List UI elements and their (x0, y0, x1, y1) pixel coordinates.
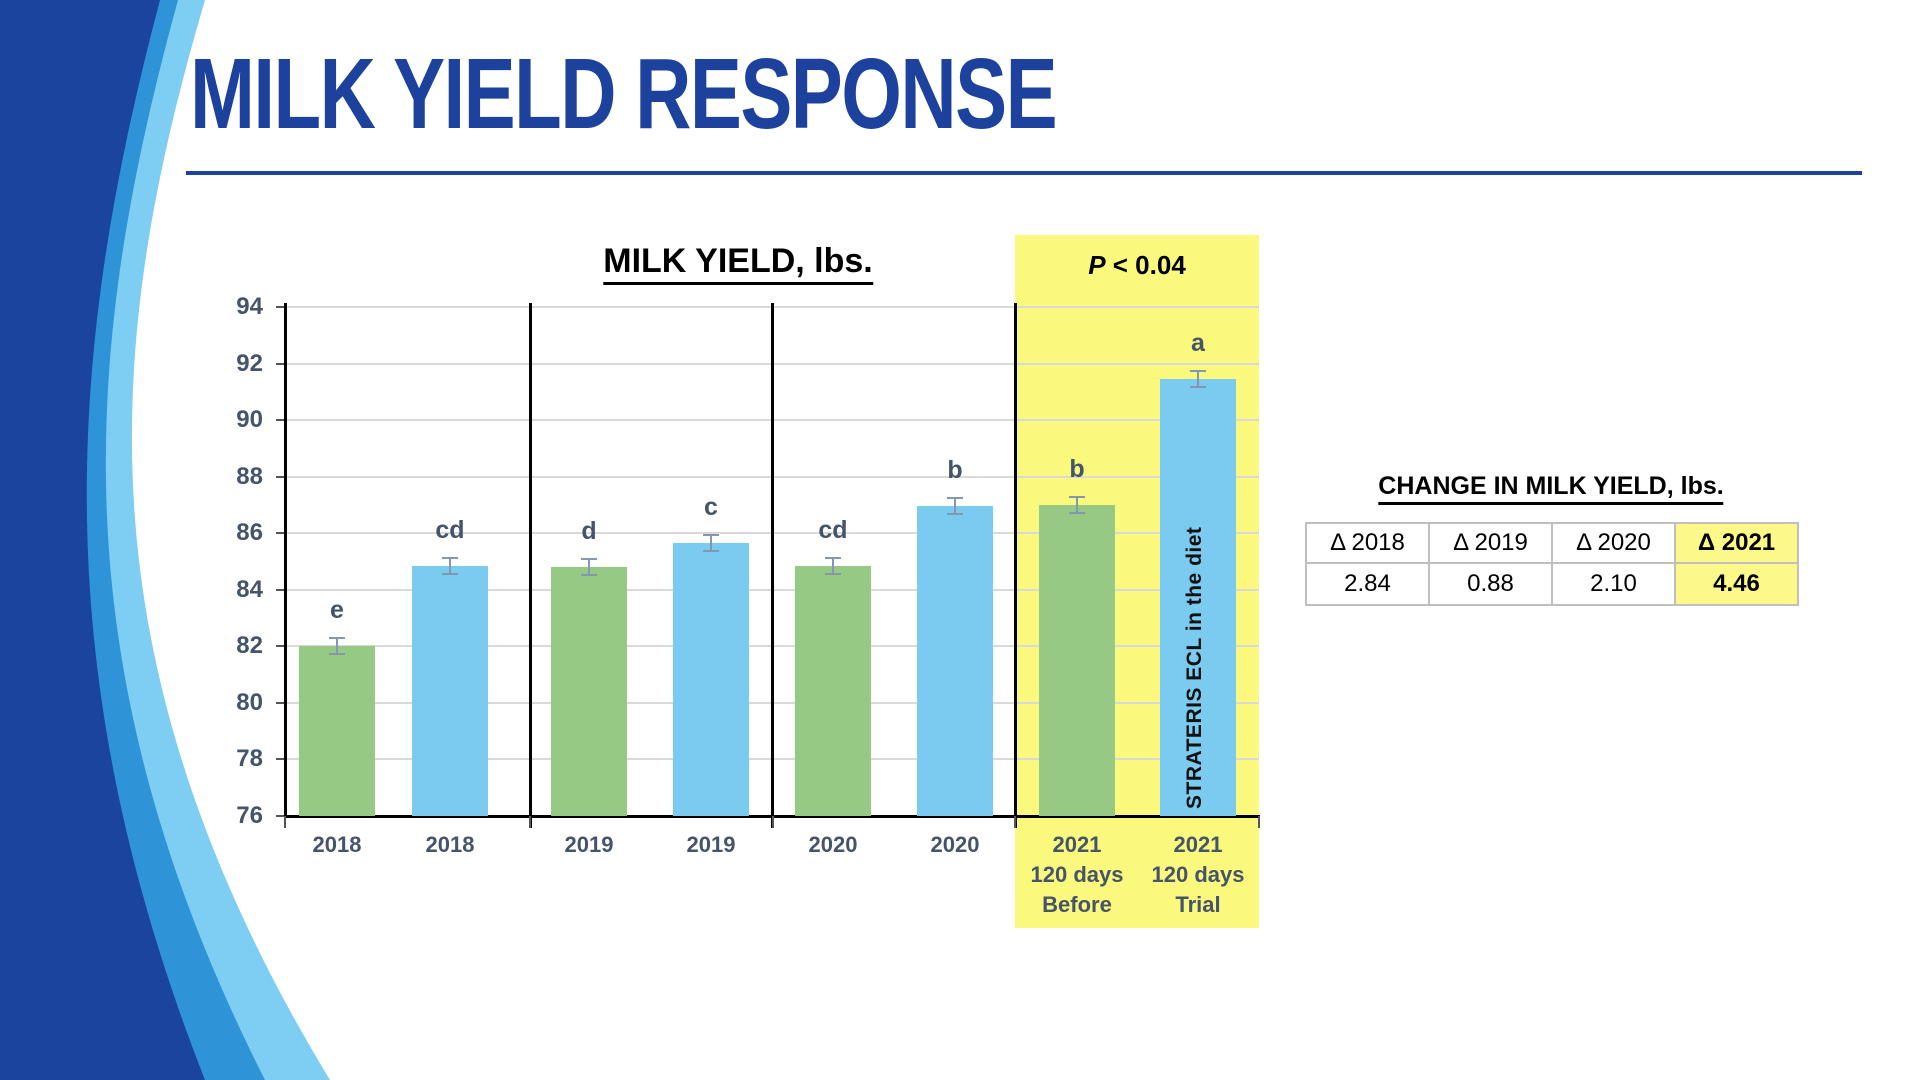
error-bar-stem (954, 497, 956, 516)
y-axis-label-84: 84 (236, 575, 263, 603)
error-bar-2021-120-days-before-before (1069, 496, 1085, 515)
significance-letter-2019-before: d (581, 517, 597, 546)
y-axis-tick-78 (276, 758, 285, 761)
error-bar-stem (336, 637, 338, 656)
x-axis-tick-2 (771, 816, 774, 828)
y-axis-tick-86 (276, 532, 285, 535)
x-axis-tick-3 (1014, 816, 1016, 828)
y-axis-tick-92 (276, 362, 285, 365)
change-in-milk-yield-table: Δ 2018 Δ 2019 Δ 2020 Δ 2021 2.84 0.88 2.10 4.46 (1305, 522, 1799, 606)
change-table-header-Δ-2018: Δ 2018 (1305, 522, 1430, 564)
y-axis-tick-94 (276, 306, 285, 308)
x-axis-label-2020-line0: 2020 (930, 832, 980, 857)
y-axis-tick-88 (276, 475, 285, 478)
x-axis-tick-4 (1257, 816, 1260, 828)
slide-title: MILK YIELD RESPONSE (190, 38, 1058, 150)
y-axis-label-82: 82 (236, 632, 263, 660)
y-axis-label-90: 90 (236, 406, 263, 434)
y-axis-label-94: 94 (236, 293, 263, 320)
y-axis-tick-80 (276, 701, 285, 704)
x-axis-label-2019-line0: 2019 (564, 832, 614, 857)
y-axis-tick-84 (276, 588, 285, 591)
significance-letter-2021-120-days-trial-trial: a (1191, 329, 1205, 358)
p-value-symbol: P (1088, 250, 1106, 280)
x-axis-label-2018-line0: 2018 (425, 832, 475, 857)
bar-2020-trial (917, 506, 993, 816)
error-bar-stem (1076, 496, 1078, 515)
error-bar-stem (710, 533, 712, 552)
title-underline (186, 171, 1862, 175)
bar-2018-before (299, 646, 375, 816)
x-axis-label-2021-120-days-trial-line2: Trial (1175, 892, 1221, 917)
error-bar-2019-trial (703, 533, 719, 552)
swoosh-dark-blue-shape (0, 0, 205, 1080)
p-value-label: P < 0.04 (1088, 250, 1186, 281)
error-bar-2021-120-days-trial-trial (1190, 370, 1206, 389)
x-axis-tick-0 (284, 816, 286, 828)
change-table-value-Δ-2021: 4.46 (1674, 562, 1799, 606)
x-axis-label-2021-120-days-before-line2: Before (1042, 892, 1112, 917)
bar-2020-before (795, 565, 871, 816)
change-table-title: CHANGE IN MILK YIELD, lbs. (1378, 472, 1724, 505)
change-table-header-Δ-2019: Δ 2019 (1428, 522, 1553, 564)
bar-2021-120-days-trial-trial (1160, 379, 1236, 816)
significance-letter-2019-trial: c (704, 492, 718, 521)
group-divider-3 (1013, 303, 1017, 828)
chart-title: MILK YIELD, lbs. (603, 242, 873, 285)
x-axis-label-2021-120-days-trial-line0: 2021 (1173, 832, 1223, 857)
y-axis-label-80: 80 (236, 688, 263, 716)
x-axis-label-2019-line0: 2019 (686, 832, 736, 857)
error-bar-2019-before (581, 558, 597, 577)
error-bar-2018-before (329, 637, 345, 656)
change-table-header-Δ-2020: Δ 2020 (1551, 522, 1676, 564)
bar-2019-before (551, 567, 627, 816)
error-bar-2018-trial (442, 556, 458, 575)
x-axis-label-2021-120-days-trial-line1: 120 days (1151, 862, 1245, 887)
bar-annotation-vertical: STRATERIS ECL in the diet (1183, 526, 1206, 809)
y-axis-label-78: 78 (236, 745, 263, 773)
significance-letter-2018-before: e (330, 596, 344, 625)
y-axis-label-76: 76 (236, 802, 263, 829)
change-table-value-Δ-2020: 2.10 (1551, 562, 1676, 606)
p-value-rest: < 0.04 (1105, 250, 1186, 280)
error-bar-2020-before (825, 556, 841, 575)
x-axis-label-2021-120-days-before-line0: 2021 (1052, 832, 1102, 857)
error-bar-stem (588, 558, 590, 577)
x-axis-label-2020-line0: 2020 (808, 832, 858, 857)
left-swoosh-decoration (0, 0, 330, 1080)
group-divider-1 (528, 303, 532, 828)
significance-letter-2021-120-days-before-before: b (1069, 455, 1085, 484)
x-axis-tick-1 (529, 816, 531, 828)
group-divider-2 (771, 303, 774, 828)
x-axis-label-2018-line0: 2018 (312, 832, 362, 857)
error-bar-2020-trial (947, 497, 963, 516)
y-axis-label-86: 86 (236, 519, 263, 547)
error-bar-stem (1197, 370, 1199, 389)
error-bar-stem (449, 556, 451, 575)
bar-2019-trial (673, 542, 749, 816)
bar-2021-120-days-before-before (1039, 505, 1115, 816)
change-table-value-Δ-2019: 0.88 (1428, 562, 1553, 606)
change-table-value-Δ-2018: 2.84 (1305, 562, 1430, 606)
y-axis-line (283, 303, 287, 816)
change-table-header-Δ-2021: Δ 2021 (1674, 522, 1799, 564)
bar-2018-trial (412, 565, 488, 816)
significance-letter-2020-trial: b (947, 456, 963, 485)
y-axis-tick-82 (276, 645, 285, 648)
significance-letter-2018-trial: cd (435, 515, 465, 544)
y-axis-tick-90 (276, 419, 285, 422)
y-axis-tick-76 (276, 815, 285, 817)
y-axis-label-92: 92 (236, 349, 263, 377)
significance-letter-2020-before: cd (818, 515, 848, 544)
y-axis-label-88: 88 (236, 462, 263, 490)
x-axis-label-2021-120-days-before-line1: 120 days (1030, 862, 1124, 887)
error-bar-stem (832, 556, 834, 575)
